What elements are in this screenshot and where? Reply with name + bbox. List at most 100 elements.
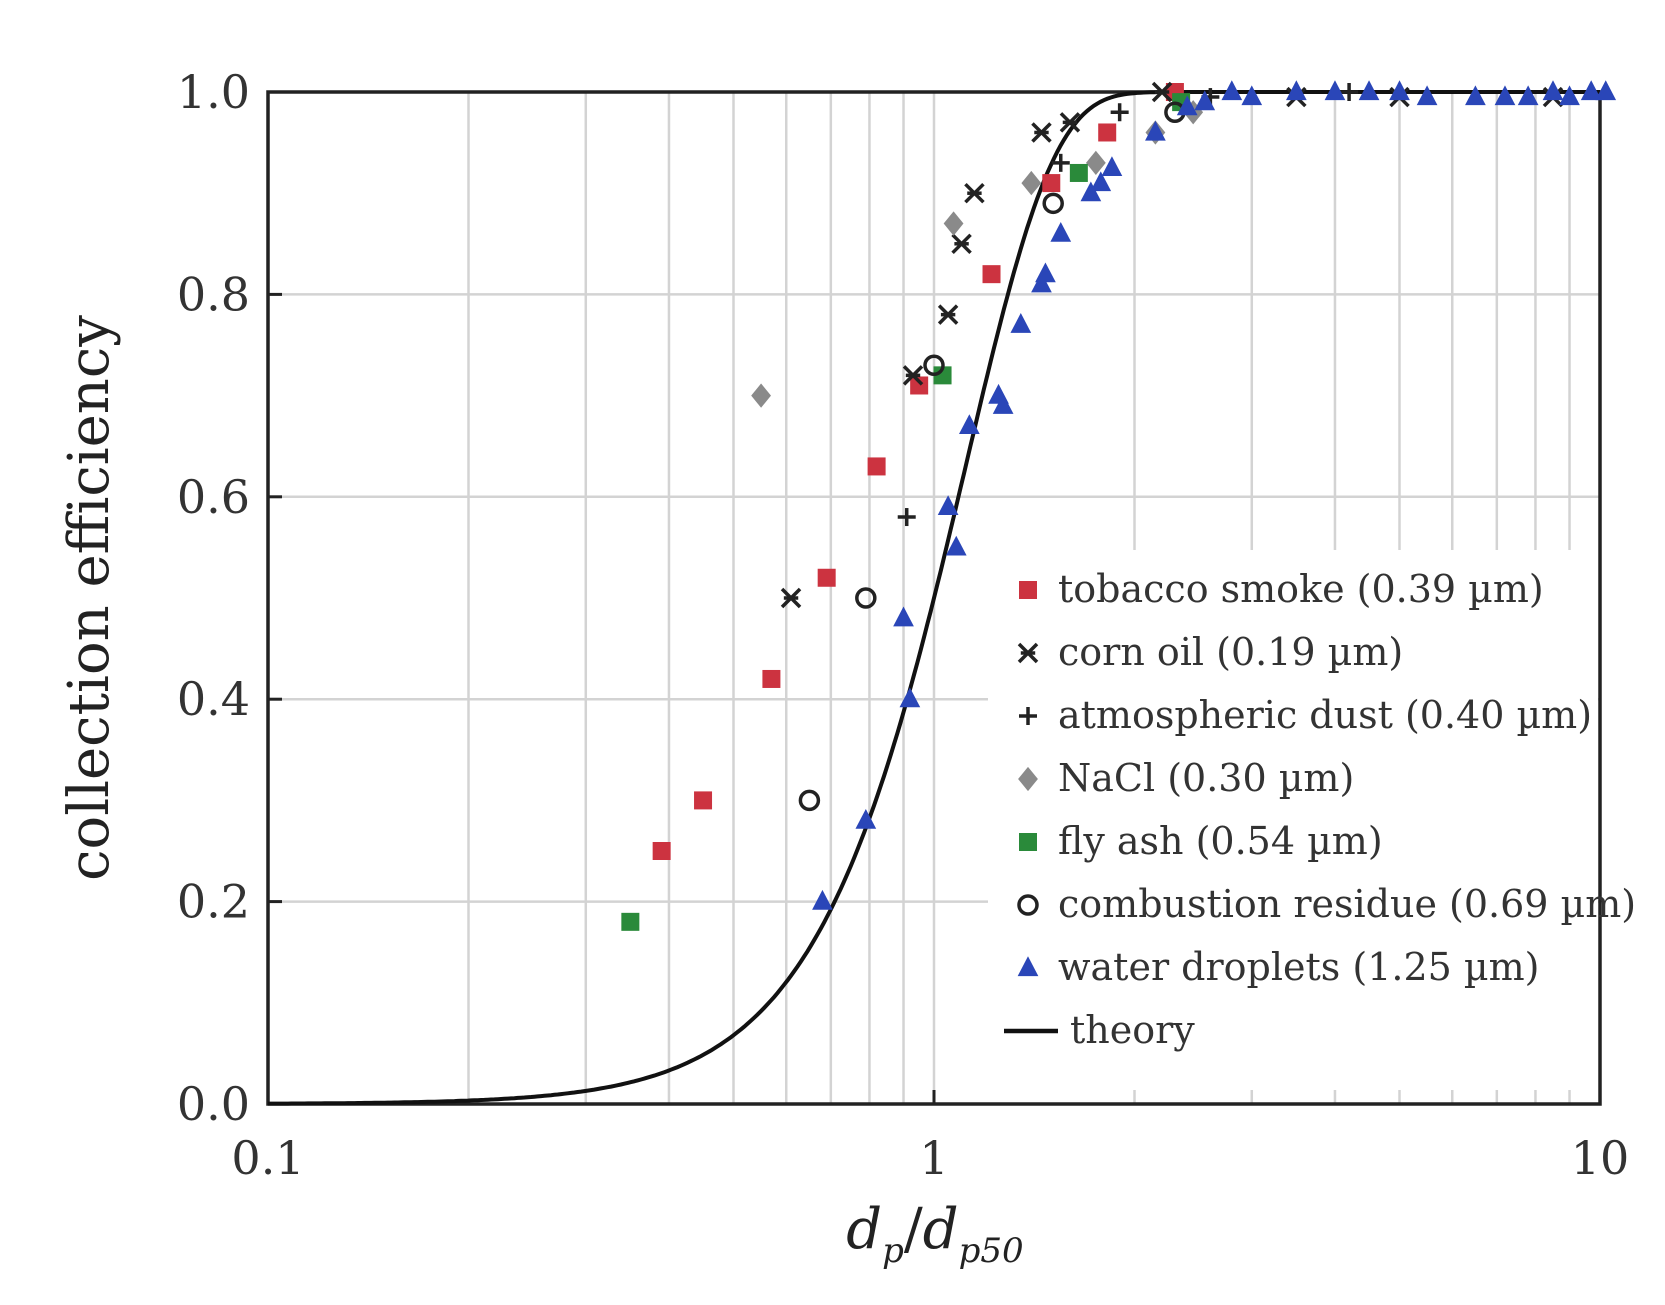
y-tick-label: 0.6 <box>177 470 250 524</box>
data-point <box>1080 181 1102 202</box>
y-axis-label: collection efficiency <box>57 315 122 881</box>
data-point <box>1559 85 1580 106</box>
data-point <box>910 376 929 395</box>
y-tick-label: 1.0 <box>177 65 250 119</box>
legend-background <box>988 550 1598 1090</box>
data-point <box>1580 80 1602 101</box>
data-point <box>1042 174 1061 193</box>
data-point <box>1031 272 1052 293</box>
y-tick-label: 0.2 <box>177 875 250 929</box>
legend-label: water droplets (1.25 µm) <box>1058 945 1539 989</box>
legend-label: NaCl (0.30 µm) <box>1058 756 1354 800</box>
theory-curve <box>268 90 1600 1106</box>
data-point <box>1035 262 1056 283</box>
data-point <box>1085 150 1106 175</box>
data-point <box>1010 313 1032 333</box>
data-point <box>902 365 924 386</box>
data-point <box>951 233 972 255</box>
x-axis-label: dp/dp50 <box>846 1197 1023 1271</box>
data-point <box>762 669 781 688</box>
legend-label: theory <box>1070 1008 1195 1052</box>
data-point <box>893 606 914 627</box>
data-point <box>937 495 959 516</box>
legend-marker <box>1018 766 1038 792</box>
data-point <box>1285 80 1307 101</box>
data-point <box>1050 221 1072 242</box>
y-tick-label: 0.8 <box>177 267 250 321</box>
legend-label: corn oil (0.19 µm) <box>1058 630 1403 674</box>
x-label-slash: / <box>904 1197 923 1262</box>
data-point <box>1069 163 1088 182</box>
data-point <box>897 508 916 527</box>
legend-marker <box>1017 956 1039 977</box>
data-point <box>621 912 640 931</box>
data-point <box>1194 90 1216 111</box>
data-point <box>933 366 952 385</box>
legend-label: combustion residue (0.69 µm) <box>1058 882 1636 926</box>
data-point <box>1151 81 1173 103</box>
data-point <box>1340 83 1359 101</box>
data-point <box>1098 123 1117 142</box>
legend-marker <box>1017 642 1039 664</box>
data-point <box>798 789 821 812</box>
data-point <box>959 414 980 435</box>
data-point <box>945 535 967 556</box>
data-point <box>1389 80 1410 101</box>
data-point <box>1145 120 1166 141</box>
legend-label: tobacco smoke (0.39 µm) <box>1058 567 1544 611</box>
data-point <box>867 457 886 476</box>
data-point <box>937 304 959 325</box>
data-points <box>621 80 1617 931</box>
legend: tobacco smoke (0.39 µm) corn oil (0.19 µm… <box>988 550 1636 1090</box>
data-point <box>1101 156 1123 176</box>
data-point <box>1494 85 1516 106</box>
data-point <box>694 791 713 810</box>
data-point <box>943 211 964 236</box>
y-tick-label: 0.0 <box>177 1077 250 1131</box>
legend-label: fly ash (0.54 µm) <box>1058 819 1383 863</box>
legend-marker <box>1019 707 1037 725</box>
data-point <box>1176 95 1198 116</box>
data-point <box>964 182 985 204</box>
legend-label: atmospheric dust (0.40 µm) <box>1058 693 1592 737</box>
data-point <box>899 687 921 708</box>
data-point <box>1542 80 1564 101</box>
data-point <box>1110 103 1129 122</box>
data-point <box>817 568 836 587</box>
x-label-sub1: p <box>882 1231 904 1271</box>
data-point <box>1358 80 1380 101</box>
data-point <box>1021 170 1042 196</box>
data-point <box>923 354 945 376</box>
data-point <box>1090 171 1112 192</box>
data-point <box>992 394 1014 414</box>
data-point <box>982 265 1001 284</box>
data-point <box>1324 80 1346 101</box>
legend-marker <box>1017 894 1039 916</box>
data-point <box>1051 153 1070 172</box>
legend-marker <box>1019 581 1037 599</box>
x-tick-label: 0.1 <box>231 1131 304 1185</box>
legend-marker <box>1019 833 1037 851</box>
data-point <box>1517 85 1539 106</box>
x-label-d1: d <box>846 1197 882 1262</box>
data-point <box>652 842 671 860</box>
y-tick-label: 0.4 <box>177 672 250 726</box>
data-point <box>1241 85 1263 106</box>
x-tick-label: 1 <box>919 1131 948 1185</box>
data-point <box>1465 85 1486 106</box>
data-point <box>812 889 833 910</box>
data-point <box>1595 80 1617 101</box>
data-point <box>1221 80 1243 101</box>
data-point <box>855 808 877 829</box>
x-tick-label: 10 <box>1571 1131 1630 1185</box>
data-point <box>1059 112 1081 133</box>
data-point <box>1042 192 1064 215</box>
data-point <box>751 383 771 408</box>
data-point <box>1031 122 1052 143</box>
x-label-sub2: p50 <box>959 1231 1024 1271</box>
data-point <box>855 587 877 609</box>
x-label-d2: d <box>923 1197 959 1262</box>
data-point <box>1416 85 1438 106</box>
data-point <box>780 587 802 609</box>
